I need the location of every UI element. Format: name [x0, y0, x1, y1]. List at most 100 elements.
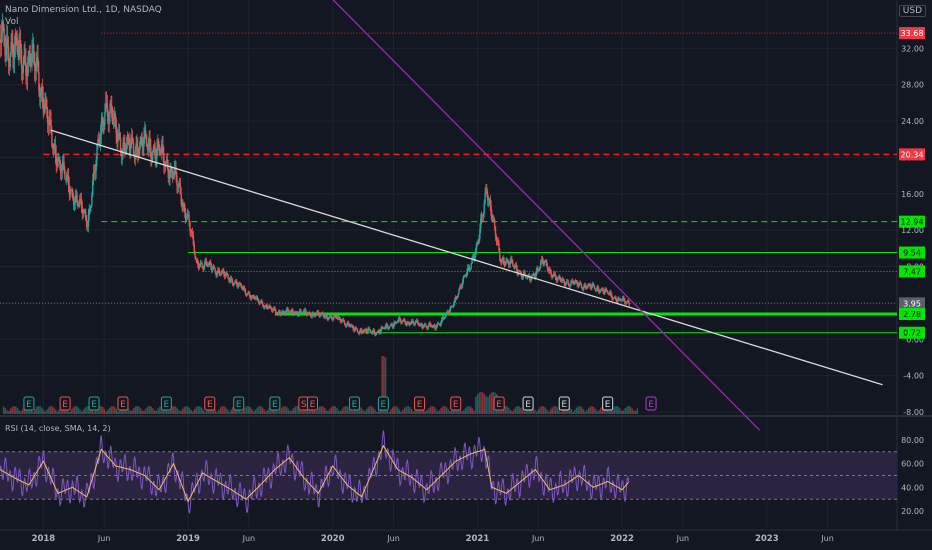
candle-body — [403, 320, 406, 322]
candle-body — [246, 294, 248, 296]
earnings-marker-e[interactable] — [160, 396, 172, 411]
volume-bar — [362, 409, 364, 414]
earnings-marker-e[interactable] — [23, 396, 35, 411]
candle-body — [101, 117, 103, 122]
earnings-marker-label: E — [561, 400, 567, 410]
candle-body — [61, 163, 64, 172]
candle-body — [25, 62, 27, 76]
candle-body — [157, 140, 159, 148]
candle-body — [249, 294, 251, 298]
candle-body — [396, 322, 399, 324]
price-label: 9.54 — [903, 249, 921, 258]
candle-body — [321, 312, 323, 314]
volume-bar — [219, 407, 222, 414]
candle-body — [433, 325, 435, 326]
candle-body — [546, 266, 549, 271]
volume-bar — [384, 357, 387, 414]
earnings-marker-label: E — [352, 400, 358, 410]
candle-body — [355, 328, 358, 330]
price-label-bg — [899, 27, 925, 40]
volume-bar — [259, 406, 262, 414]
earnings-marker-e[interactable] — [522, 396, 534, 411]
candle-body — [140, 136, 143, 139]
candle-body — [14, 32, 17, 46]
candle-body — [502, 257, 505, 261]
earnings-marker-e[interactable] — [414, 396, 426, 411]
candle-body — [203, 262, 206, 267]
candle-body — [312, 313, 314, 315]
earnings-marker-e[interactable] — [59, 396, 71, 411]
candle-body — [104, 112, 106, 126]
volume-bar — [303, 410, 305, 414]
earnings-marker-e[interactable] — [233, 396, 245, 411]
candle-body — [348, 325, 351, 327]
candle-body — [460, 285, 463, 287]
volume-bar — [318, 406, 321, 414]
volume-bar — [60, 407, 62, 414]
volume-bar — [553, 406, 555, 414]
candle-body — [131, 137, 133, 144]
candle-body — [303, 310, 306, 312]
candle-body — [132, 142, 135, 154]
candle-body — [295, 311, 297, 313]
volume-bar — [506, 406, 508, 414]
price-label: 0.72 — [903, 329, 921, 338]
currency-badge[interactable]: USD — [898, 5, 926, 17]
candle-body — [265, 305, 268, 307]
volume-bar — [561, 409, 564, 414]
candle-body — [214, 267, 216, 273]
volume-bar — [13, 406, 15, 414]
candle-body — [472, 256, 474, 259]
volume-bar — [285, 406, 288, 414]
earnings-marker-e[interactable] — [558, 396, 570, 411]
candle-body — [87, 215, 90, 227]
rsi-tick-label: 80.00 — [901, 436, 924, 445]
candle-body — [519, 270, 522, 274]
candle-body — [590, 286, 592, 288]
earnings-marker-e[interactable] — [348, 396, 360, 411]
candle-body — [589, 284, 591, 287]
volume-bar — [421, 407, 423, 414]
candle-body — [553, 274, 556, 275]
earnings-marker-e[interactable] — [117, 396, 129, 411]
earnings-marker-e[interactable] — [493, 396, 505, 411]
volume-bar — [136, 406, 139, 414]
earnings-marker-e[interactable] — [204, 396, 216, 411]
volume-bar — [114, 406, 116, 414]
candle-body — [366, 331, 368, 332]
candle-body — [274, 308, 276, 311]
candle-body — [187, 214, 189, 216]
candle-body — [300, 310, 302, 312]
candle-body — [391, 325, 393, 327]
earnings-marker-e[interactable] — [307, 396, 319, 411]
candle-body — [284, 312, 287, 314]
earnings-marker-e[interactable] — [88, 396, 100, 411]
candle-body — [5, 47, 7, 56]
candle-body — [425, 324, 427, 327]
volume-bar — [112, 406, 114, 414]
earnings-marker-e[interactable] — [645, 396, 657, 411]
earnings-marker-e[interactable] — [450, 396, 462, 411]
earnings-marker-e[interactable] — [602, 396, 614, 411]
volume-bar — [346, 406, 349, 414]
earnings-marker-e[interactable] — [377, 396, 389, 411]
candle-body — [565, 281, 568, 285]
candle-body — [34, 67, 37, 71]
candle-body — [184, 204, 186, 213]
volume-bar — [32, 411, 34, 414]
volume-bar — [91, 409, 93, 414]
trendline-purple[interactable] — [282, 0, 761, 431]
volume-bar — [223, 406, 225, 414]
earnings-marker-label: E — [417, 400, 423, 410]
candle-body — [55, 154, 57, 166]
candle-body — [110, 103, 112, 106]
trendline-white[interactable] — [50, 129, 883, 386]
candle-body — [373, 330, 375, 332]
candle-body — [63, 161, 65, 171]
candle-body — [76, 195, 78, 202]
earnings-marker-e[interactable] — [269, 396, 281, 411]
candle-body — [417, 322, 419, 325]
volume-bar — [633, 410, 635, 414]
candle-body — [339, 317, 341, 320]
